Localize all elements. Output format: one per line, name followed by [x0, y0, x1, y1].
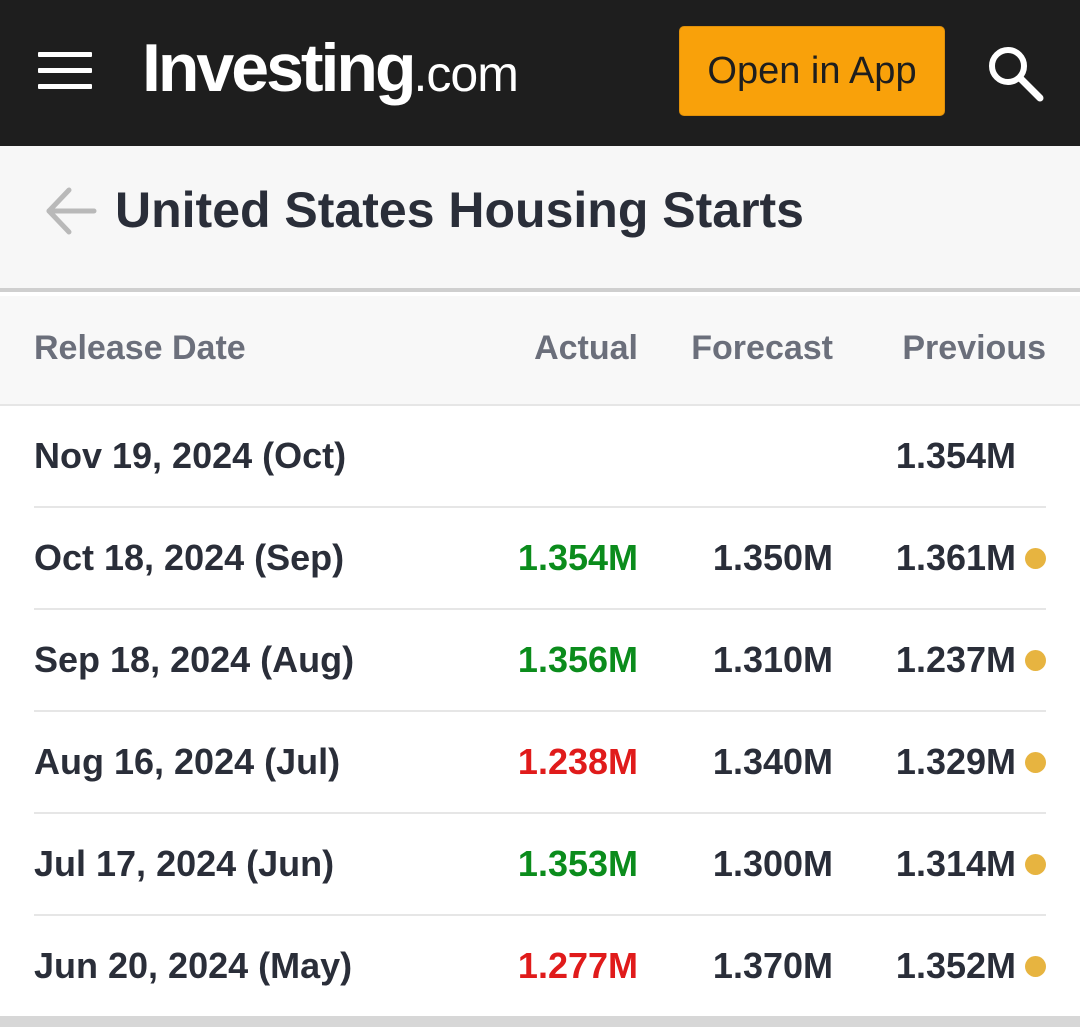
release-date-cell: Nov 19, 2024 (Oct): [34, 435, 347, 476]
release-date-cell: Jun 20, 2024 (May): [34, 945, 353, 986]
logo-main-text: Investing: [142, 30, 416, 106]
release-date-cell: Oct 18, 2024 (Sep): [34, 537, 345, 578]
forecast-cell: 1.340M: [712, 741, 833, 782]
logo-sub-text: .com: [413, 46, 519, 102]
arrow-left-icon[interactable]: [44, 186, 98, 236]
previous-cell: 1.354M: [895, 435, 1016, 476]
row-divider: [34, 506, 1046, 508]
previous-cell: 1.352M: [895, 945, 1016, 986]
release-date-cell: Aug 16, 2024 (Jul): [34, 741, 341, 782]
actual-cell: 1.277M: [517, 945, 638, 986]
column-header-release-date: Release Date: [34, 329, 246, 367]
revised-indicator-dot[interactable]: [1025, 752, 1046, 773]
previous-cell: 1.361M: [895, 537, 1016, 578]
menu-line: [38, 84, 92, 89]
release-date-cell: Sep 18, 2024 (Aug): [34, 639, 355, 680]
open-in-app-button[interactable]: Open in App: [679, 26, 945, 116]
revised-indicator-dot[interactable]: [1025, 650, 1046, 671]
forecast-cell: 1.350M: [712, 537, 833, 578]
revised-indicator-dot[interactable]: [1025, 548, 1046, 569]
row-divider: [34, 914, 1046, 916]
forecast-cell: 1.370M: [712, 945, 833, 986]
hamburger-menu-icon[interactable]: [38, 52, 92, 90]
table-row: Nov 19, 2024 (Oct) 1.354M: [0, 406, 1080, 508]
column-header-previous: Previous: [902, 329, 1046, 367]
forecast-cell: 1.300M: [712, 843, 833, 884]
actual-cell: 1.353M: [517, 843, 638, 884]
previous-cell: 1.237M: [895, 639, 1016, 680]
release-date-cell: Jul 17, 2024 (Jun): [34, 843, 335, 884]
revised-indicator-dot[interactable]: [1025, 854, 1046, 875]
investing-logo[interactable]: Investing.com: [142, 28, 519, 108]
table-row: Aug 16, 2024 (Jul) 1.238M 1.340M 1.329M: [0, 712, 1080, 814]
table-row: Jun 20, 2024 (May) 1.277M 1.370M 1.352M: [0, 916, 1080, 1018]
row-divider: [34, 608, 1046, 610]
table-row: Jul 17, 2024 (Jun) 1.353M 1.300M 1.314M: [0, 814, 1080, 916]
row-divider: [34, 812, 1046, 814]
previous-cell: 1.329M: [895, 741, 1016, 782]
menu-line: [38, 52, 92, 57]
page-title: United States Housing Starts: [115, 182, 804, 238]
search-icon[interactable]: [984, 42, 1046, 104]
row-divider: [34, 710, 1046, 712]
column-header-forecast: Forecast: [691, 329, 833, 367]
bottom-edge-bar: [0, 1016, 1080, 1027]
table-row: Sep 18, 2024 (Aug) 1.356M 1.310M 1.237M: [0, 610, 1080, 712]
table-header: [0, 296, 1080, 406]
actual-cell: 1.354M: [517, 537, 638, 578]
actual-cell: 1.238M: [517, 741, 638, 782]
menu-line: [38, 68, 92, 73]
table-row: Oct 18, 2024 (Sep) 1.354M 1.350M 1.361M: [0, 508, 1080, 610]
page-title-bar: [0, 146, 1080, 292]
revised-indicator-dot[interactable]: [1025, 956, 1046, 977]
previous-cell: 1.314M: [895, 843, 1016, 884]
actual-cell: 1.356M: [517, 639, 638, 680]
column-header-actual: Actual: [534, 329, 638, 367]
forecast-cell: 1.310M: [712, 639, 833, 680]
